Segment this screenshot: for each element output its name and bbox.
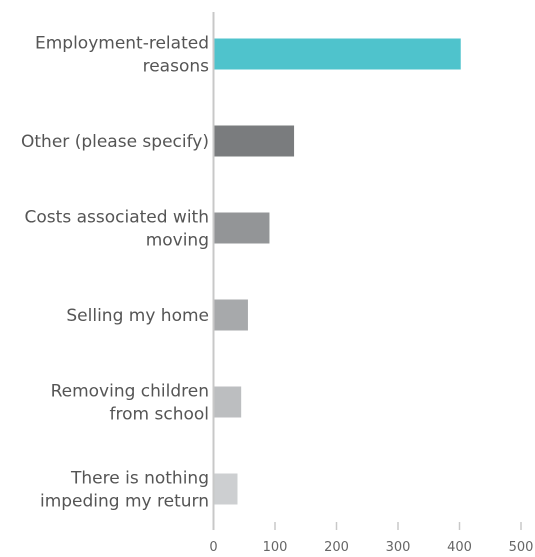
category-label-line: from school: [110, 405, 209, 425]
category-label-1: Other (please specify): [21, 132, 209, 152]
x-tick-label: 200: [324, 540, 349, 555]
category-label-line: Other (please specify): [21, 132, 209, 152]
category-label-line: impeding my return: [40, 492, 209, 512]
category-label-5: There is nothing impeding my return: [40, 469, 209, 512]
bar-3: [214, 299, 248, 331]
x-tick-label: 0: [209, 540, 217, 555]
category-label-line: moving: [146, 231, 209, 251]
category-label-line: reasons: [143, 57, 210, 77]
x-tick-label: 100: [263, 540, 288, 555]
bar-2: [214, 212, 270, 244]
bar-5: [214, 473, 238, 505]
category-label-line: Employment-related: [35, 34, 209, 54]
x-axis: 0 100 200 300 400 500: [209, 522, 533, 555]
x-tick-label: 400: [447, 540, 472, 555]
category-label-line: Selling my home: [66, 306, 209, 326]
bars: [214, 38, 461, 505]
category-label-line: There is nothing: [70, 469, 209, 489]
category-label-line: Removing children: [51, 382, 209, 402]
bar-0: [214, 38, 461, 70]
bar-4: [214, 386, 242, 418]
x-tick-label: 500: [509, 540, 534, 555]
category-label-3: Selling my home: [66, 306, 209, 326]
category-label-2: Costs associated with moving: [25, 208, 209, 251]
category-label-4: Removing children from school: [51, 382, 209, 425]
category-labels: Employment-related reasons Other (please s…: [21, 34, 209, 512]
x-tick-label: 300: [386, 540, 411, 555]
category-label-line: Costs associated with: [25, 208, 209, 228]
bar-1: [214, 125, 295, 157]
category-label-0: Employment-related reasons: [35, 34, 209, 77]
